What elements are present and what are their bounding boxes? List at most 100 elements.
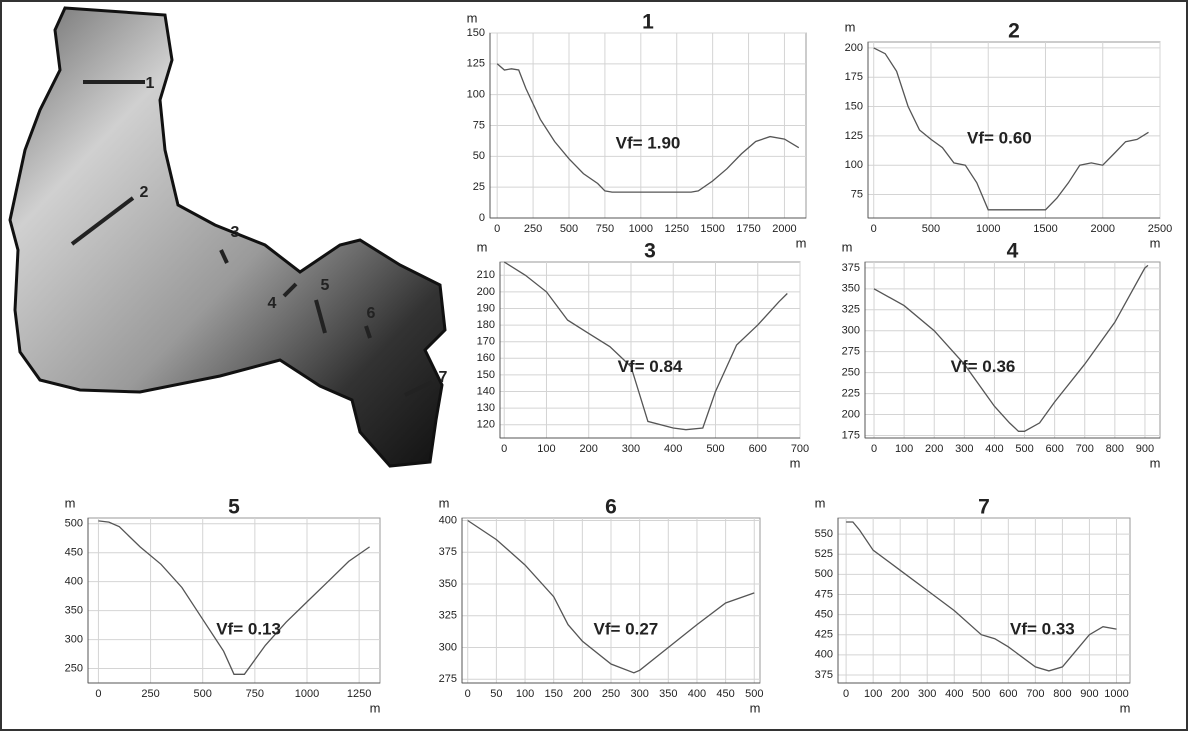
x-tick-label: 2500 bbox=[1148, 223, 1172, 235]
x-axis-label: m bbox=[796, 235, 807, 250]
y-axis-label: m bbox=[439, 495, 450, 510]
y-axis-label: m bbox=[842, 239, 853, 254]
map-label: 7 bbox=[439, 369, 448, 386]
y-tick-label: 130 bbox=[477, 402, 495, 414]
plot-area bbox=[500, 262, 800, 438]
annotation: Vf= 1.90 bbox=[616, 133, 681, 152]
y-tick-label: 150 bbox=[845, 100, 863, 112]
chart-title: 5 bbox=[228, 496, 240, 519]
x-tick-label: 0 bbox=[843, 688, 849, 700]
x-tick-label: 600 bbox=[1045, 443, 1063, 455]
y-tick-label: 475 bbox=[815, 588, 833, 600]
figure: 1234567025507510012515002505007501000125… bbox=[0, 0, 1188, 731]
y-tick-label: 190 bbox=[477, 302, 495, 314]
map-label: 4 bbox=[268, 295, 277, 312]
y-axis-label: m bbox=[477, 239, 488, 254]
y-tick-label: 275 bbox=[842, 346, 860, 358]
y-tick-label: 210 bbox=[477, 269, 495, 281]
map-label: 6 bbox=[367, 305, 376, 322]
y-tick-label: 200 bbox=[842, 408, 860, 420]
y-tick-label: 550 bbox=[815, 528, 833, 540]
y-axis-label: m bbox=[815, 495, 826, 510]
x-tick-label: 700 bbox=[1026, 688, 1044, 700]
y-tick-label: 375 bbox=[439, 546, 457, 558]
y-tick-label: 150 bbox=[467, 27, 485, 39]
y-tick-label: 100 bbox=[467, 89, 485, 101]
y-tick-label: 350 bbox=[65, 605, 83, 617]
annotation: Vf= 0.36 bbox=[951, 357, 1016, 376]
x-tick-label: 2000 bbox=[772, 223, 796, 235]
x-tick-label: 1500 bbox=[1033, 223, 1057, 235]
x-tick-label: 500 bbox=[922, 223, 940, 235]
x-tick-label: 1250 bbox=[347, 688, 371, 700]
y-tick-label: 275 bbox=[439, 673, 457, 685]
y-tick-label: 75 bbox=[851, 188, 863, 200]
y-tick-label: 160 bbox=[477, 352, 495, 364]
y-tick-label: 325 bbox=[439, 610, 457, 622]
x-tick-label: 500 bbox=[194, 688, 212, 700]
x-tick-label: 1750 bbox=[736, 223, 760, 235]
map-label: 2 bbox=[140, 184, 149, 201]
y-tick-label: 375 bbox=[815, 669, 833, 681]
map-label: 3 bbox=[231, 224, 240, 241]
x-tick-label: 500 bbox=[1015, 443, 1033, 455]
x-tick-label: 700 bbox=[791, 443, 809, 455]
y-tick-label: 400 bbox=[815, 649, 833, 661]
chart-title: 2 bbox=[1008, 20, 1020, 43]
x-tick-label: 0 bbox=[95, 688, 101, 700]
x-tick-label: 0 bbox=[871, 223, 877, 235]
y-tick-label: 350 bbox=[439, 578, 457, 590]
x-tick-label: 300 bbox=[955, 443, 973, 455]
plot-area bbox=[88, 518, 380, 683]
x-tick-label: 400 bbox=[664, 443, 682, 455]
y-axis-label: m bbox=[845, 19, 856, 34]
x-tick-label: 300 bbox=[918, 688, 936, 700]
x-tick-label: 100 bbox=[537, 443, 555, 455]
x-tick-label: 0 bbox=[494, 223, 500, 235]
y-tick-label: 150 bbox=[477, 369, 495, 381]
annotation: Vf= 0.13 bbox=[216, 620, 281, 639]
x-tick-label: 500 bbox=[745, 688, 763, 700]
y-tick-label: 75 bbox=[473, 119, 485, 131]
y-axis-label: m bbox=[65, 495, 76, 510]
y-tick-label: 50 bbox=[473, 150, 485, 162]
y-tick-label: 120 bbox=[477, 419, 495, 431]
y-tick-label: 225 bbox=[842, 387, 860, 399]
y-tick-label: 180 bbox=[477, 319, 495, 331]
y-tick-label: 125 bbox=[467, 58, 485, 70]
y-axis-label: m bbox=[467, 10, 478, 25]
y-tick-label: 200 bbox=[477, 286, 495, 298]
x-tick-label: 200 bbox=[925, 443, 943, 455]
chart-title: 4 bbox=[1007, 240, 1019, 263]
x-tick-label: 1500 bbox=[700, 223, 724, 235]
y-tick-label: 350 bbox=[842, 283, 860, 295]
y-tick-label: 425 bbox=[815, 629, 833, 641]
y-tick-label: 170 bbox=[477, 336, 495, 348]
map-label: 5 bbox=[321, 277, 330, 294]
x-tick-label: 400 bbox=[945, 688, 963, 700]
y-tick-label: 25 bbox=[473, 181, 485, 193]
x-tick-label: 500 bbox=[706, 443, 724, 455]
x-tick-label: 600 bbox=[749, 443, 767, 455]
x-tick-label: 1000 bbox=[629, 223, 653, 235]
y-tick-label: 100 bbox=[845, 159, 863, 171]
x-tick-label: 100 bbox=[516, 688, 534, 700]
y-tick-label: 450 bbox=[815, 608, 833, 620]
x-tick-label: 1000 bbox=[976, 223, 1000, 235]
y-tick-label: 300 bbox=[65, 633, 83, 645]
y-tick-label: 300 bbox=[439, 641, 457, 653]
x-tick-label: 900 bbox=[1136, 443, 1154, 455]
x-axis-label: m bbox=[1150, 235, 1161, 250]
basin bbox=[10, 8, 445, 466]
x-tick-label: 600 bbox=[999, 688, 1017, 700]
x-tick-label: 1000 bbox=[1104, 688, 1128, 700]
x-axis-label: m bbox=[1120, 700, 1131, 715]
x-tick-label: 200 bbox=[891, 688, 909, 700]
chart-title: 1 bbox=[642, 11, 654, 34]
